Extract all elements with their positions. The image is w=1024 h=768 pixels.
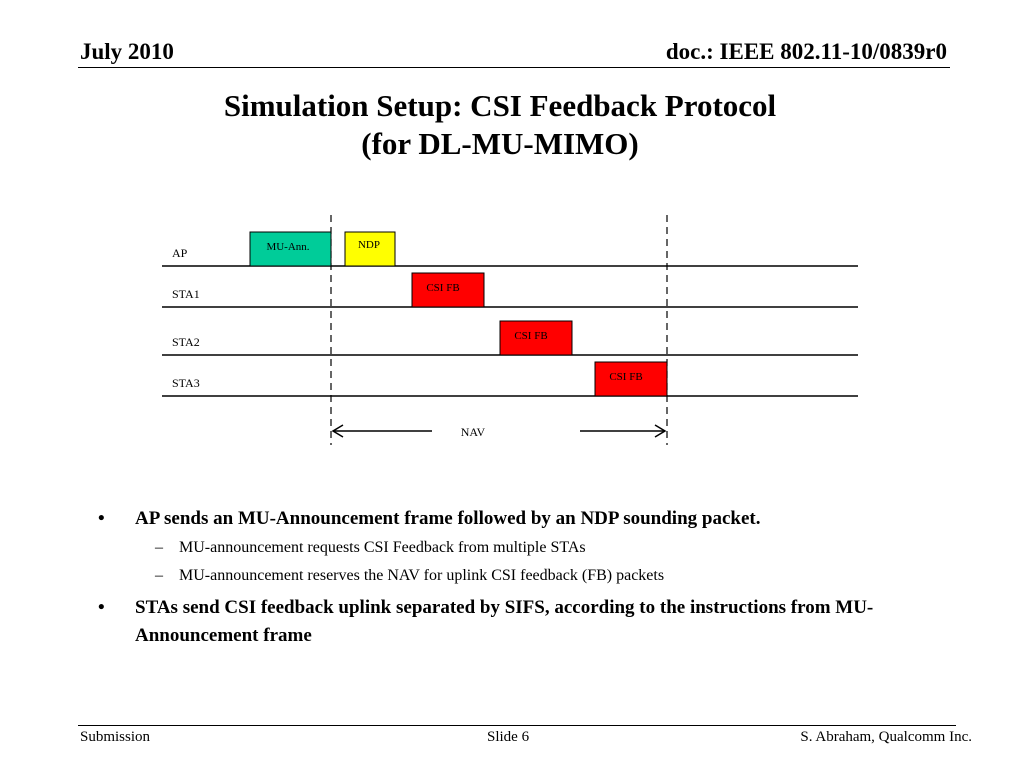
sta1-csi-fb-frame [411,272,485,308]
sub-bullet-item-1: – MU-announcement requests CSI Feedback … [155,537,955,559]
bullet-dot: • [98,597,105,618]
mu-ann-frame-label: MU-Ann. [266,241,309,253]
header-date: July 2010 [80,39,174,64]
ndp-frame-label: NDP [358,239,380,251]
header-rule [78,67,950,68]
ndp-frame [344,231,396,267]
footer-author: S. Abraham, Qualcomm Inc. [800,729,972,745]
sub-bullet-dash: – [155,567,163,584]
bullet-item-2: • STAs send CSI feedback uplink separate… [98,594,938,650]
nav-arrowhead-right [654,424,667,438]
sta3-csi-fb-frame [594,361,668,397]
row-label-ap: AP [172,246,188,260]
sub-bullet-item-2: – MU-announcement reserves the NAV for u… [155,565,955,587]
title-line-2: (for DL-MU-MIMO) [361,126,639,161]
sta2-csi-fb-label: CSI FB [514,330,547,342]
slide-title: Simulation Setup: CSI Feedback Protocol … [0,87,1000,163]
row-label-sta2: STA2 [172,335,200,349]
footer-slide-number: Slide 6 [487,729,530,745]
header-doc-id: doc.: IEEE 802.11-10/0839r0 [665,39,947,64]
sta2-csi-fb-frame [499,320,573,356]
footer-rule [78,725,956,726]
footer-submission: Submission [80,729,151,745]
mu-ann-frame [249,231,332,267]
row-label-sta3: STA3 [172,376,200,390]
sta3-csi-fb-label: CSI FB [609,371,642,383]
sub-bullet-2-text: MU-announcement reserves the NAV for upl… [179,567,665,584]
nav-label: NAV [461,425,486,439]
nav-arrowhead-left [331,424,344,438]
row-label-sta1: STA1 [172,287,200,301]
bullet-dot: • [98,508,105,529]
sub-bullet-1-text: MU-announcement requests CSI Feedback fr… [179,539,586,556]
bullet-1-text: AP sends an MU-Announcement frame follow… [135,508,761,529]
title-line-1: Simulation Setup: CSI Feedback Protocol [223,88,777,123]
bullet-item-1: • AP sends an MU-Announcement frame foll… [98,505,938,533]
sta1-csi-fb-label: CSI FB [426,282,459,294]
sub-bullet-dash: – [155,539,163,556]
bullet-2-text: STAs send CSI feedback uplink separated … [135,597,874,646]
